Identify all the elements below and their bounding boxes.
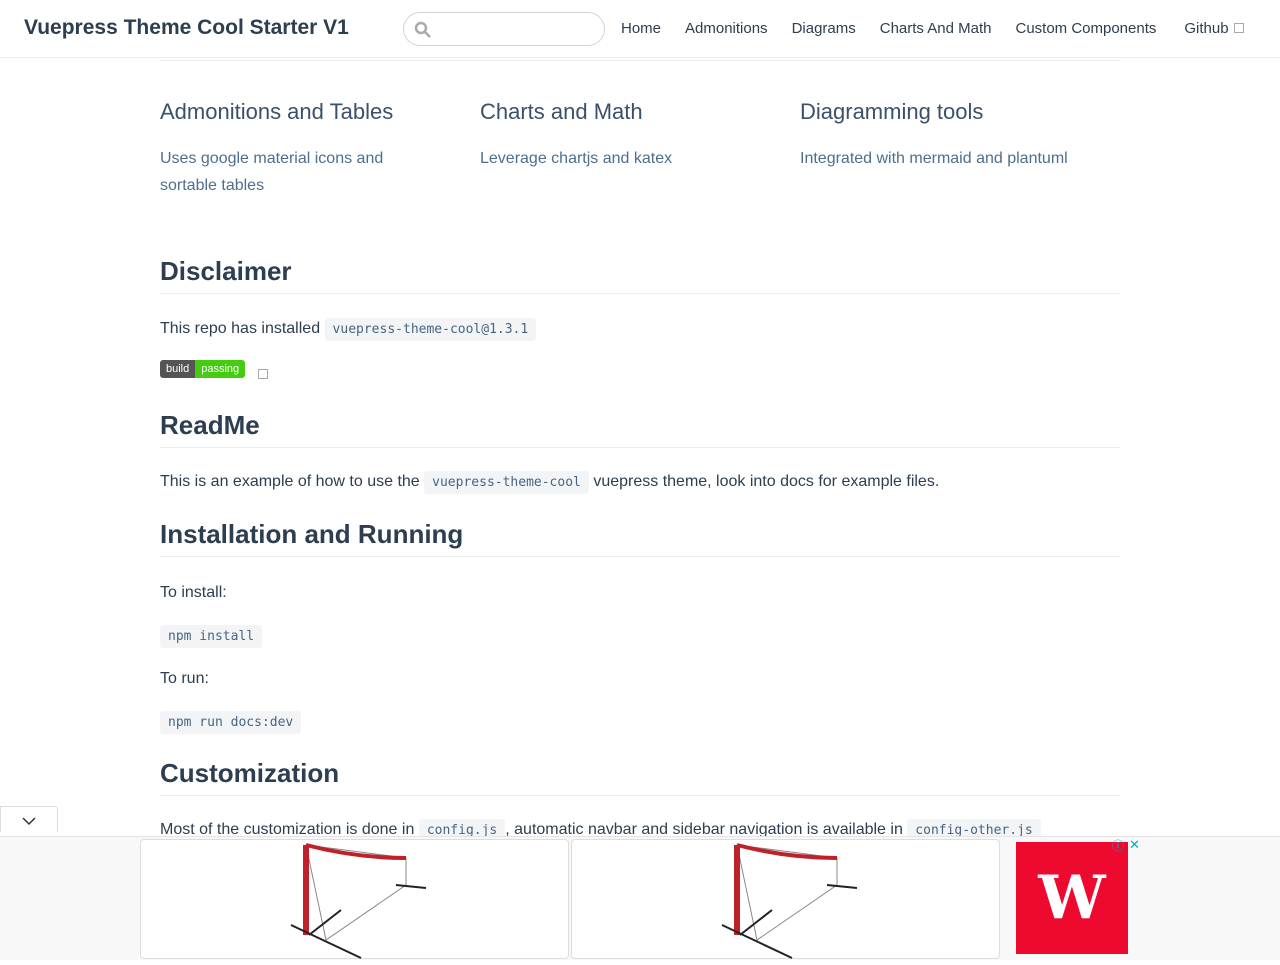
install-command: npm install bbox=[160, 625, 263, 648]
navbar: Vuepress Theme Cool Starter V1 Home Admo… bbox=[0, 0, 1280, 58]
ad-image-tennis-net[interactable] bbox=[140, 839, 569, 959]
heading-customization: Customization bbox=[160, 758, 1120, 796]
ad-close-icon[interactable]: ✕ bbox=[1129, 837, 1140, 852]
heading-readme: ReadMe bbox=[160, 410, 1120, 448]
readme-text-end: vuepress theme, look into docs for examp… bbox=[593, 473, 940, 490]
inline-code: vuepress-theme-cool@1.3.1 bbox=[324, 318, 537, 341]
wilson-logo[interactable]: W bbox=[1016, 842, 1128, 954]
ad-image-tennis-net[interactable] bbox=[571, 839, 1000, 959]
nav-home[interactable]: Home bbox=[621, 20, 662, 37]
feature-title: Admonitions and Tables bbox=[160, 99, 394, 124]
search-icon bbox=[414, 21, 431, 38]
install-label: To install: bbox=[160, 584, 227, 601]
feature-title: Charts and Math bbox=[480, 99, 643, 124]
heading-disclaimer: Disclaimer bbox=[160, 256, 1120, 294]
run-command: npm run docs:dev bbox=[160, 711, 302, 734]
inline-code: vuepress-theme-cool bbox=[424, 471, 589, 494]
chevron-down-icon bbox=[22, 817, 36, 826]
external-link-icon bbox=[258, 369, 268, 379]
custom-text-2: , automatic navbar and sidebar navigatio… bbox=[505, 821, 903, 838]
nav-github[interactable]: Github bbox=[1184, 20, 1244, 37]
nav-diagrams[interactable]: Diagrams bbox=[791, 20, 856, 37]
feature-diagrams: Diagramming tools Integrated with mermaid… bbox=[800, 99, 1120, 199]
main-content: Admonitions and Tables Uses google materi… bbox=[160, 58, 1120, 842]
readme-text: This is an example of how to use the bbox=[160, 473, 420, 490]
ad-info-icon[interactable]: ⓘ bbox=[1112, 839, 1125, 853]
badge-right: passing bbox=[195, 360, 246, 378]
nav-admonitions[interactable]: Admonitions bbox=[685, 20, 768, 37]
run-label: To run: bbox=[160, 670, 209, 687]
nav-github-label: Github bbox=[1184, 20, 1229, 37]
feature-charts: Charts and Math Leverage chartjs and kate… bbox=[480, 99, 800, 199]
ad-banner[interactable]: W ⓘ ✕ bbox=[0, 836, 1280, 960]
heading-installation: Installation and Running bbox=[160, 519, 1120, 557]
site-title[interactable]: Vuepress Theme Cool Starter V1 bbox=[24, 16, 349, 39]
build-badge[interactable]: build passing bbox=[160, 360, 246, 378]
feature-details: Integrated with mermaid and plantuml bbox=[800, 150, 1068, 167]
search-input[interactable] bbox=[403, 12, 605, 46]
feature-title: Diagramming tools bbox=[800, 99, 984, 124]
collapse-ad-button[interactable] bbox=[0, 806, 58, 832]
feature-admonitions: Admonitions and Tables Uses google materi… bbox=[160, 99, 480, 199]
nav-charts-and-math[interactable]: Charts And Math bbox=[879, 20, 992, 37]
features: Admonitions and Tables Uses google materi… bbox=[160, 99, 1120, 199]
external-link-icon bbox=[1233, 23, 1244, 33]
disclaimer-text: This repo has installed bbox=[160, 320, 321, 337]
feature-details: Leverage chartjs and katex bbox=[480, 150, 673, 167]
feature-details: Uses google material icons and sortable … bbox=[160, 150, 384, 194]
nav-custom-components[interactable]: Custom Components bbox=[1015, 20, 1157, 37]
custom-text: Most of the customization is done in bbox=[160, 821, 415, 838]
badge-left: build bbox=[160, 360, 196, 378]
